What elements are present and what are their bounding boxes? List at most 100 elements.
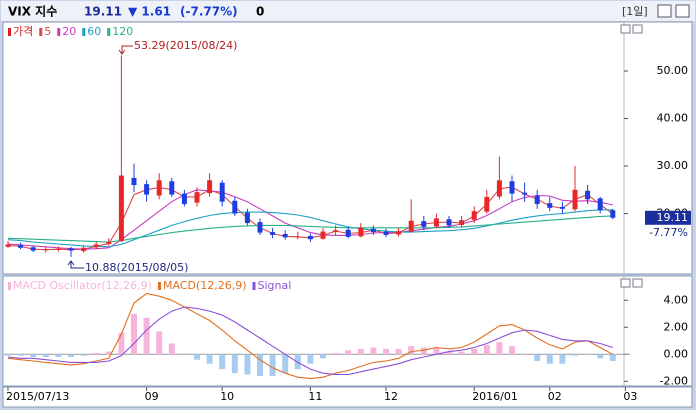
x-tick-label: 10 [220,390,234,403]
candle-body [207,180,213,194]
oscillator-bar [383,348,389,355]
candle-body [257,222,263,233]
x-tick-label: 12 [384,390,398,403]
legend-label: 120 [112,25,133,38]
annotation: 53.29(2015/08/24) [134,39,237,52]
oscillator-bar [446,351,452,355]
candle-body [181,193,187,205]
window-button[interactable] [657,4,672,18]
oscillator-bar [320,354,326,359]
oscillator-bar [131,313,137,355]
oscillator-bar [294,354,301,370]
candle-body [522,192,528,195]
oscillator-bar [534,354,541,362]
legend-swatch [107,28,111,36]
x-tick-label: 2016/01 [472,390,518,403]
x-tick-label: 11 [308,390,322,403]
legend-label: 60 [87,25,101,38]
candle-body [232,200,238,214]
candle-body [55,248,61,250]
y-tick-label: 2.00 [664,320,689,333]
candle-body [509,181,515,194]
candle-body [5,244,11,247]
legend-label: Signal [258,279,292,292]
moving-average [7,209,613,248]
y-tick-label: 50.00 [657,64,689,77]
candle-body [282,233,288,238]
panel-button[interactable] [632,24,643,34]
oscillator-bar [521,354,528,355]
candle-body [81,247,87,252]
oscillator-bar [30,354,37,357]
candle-body [459,220,465,225]
close-button[interactable] [675,4,690,18]
panel-button[interactable] [620,24,631,34]
candle-body [484,196,490,212]
legend-label: 5 [44,25,51,38]
oscillator-bar [80,354,87,356]
x-tick-label: 2015/07/13 [6,390,69,403]
y-tick-label: 40.00 [657,112,689,125]
legend-swatch [157,282,161,290]
annotation-arrow [67,260,84,269]
oscillator-bar [458,351,465,355]
period-button[interactable]: [1일] [622,4,648,18]
oscillator-bar [93,352,100,355]
candle-body [471,211,477,220]
legend-swatch [82,28,86,36]
candle-body [421,221,427,227]
oscillator-bar [206,354,213,364]
candle-body [43,249,49,251]
oscillator-bar [282,354,289,374]
legend-swatch [57,28,61,36]
panel-button[interactable] [620,278,631,288]
macd-panel [2,275,693,387]
panel-button[interactable] [632,278,643,288]
oscillator-bar [231,354,238,374]
candle-body [408,220,414,232]
oscillator-bar [609,354,616,362]
legend-swatch [8,282,11,290]
last-price: 19.11 [84,5,122,19]
candle-body [572,189,578,210]
candle-body [496,180,502,197]
candle-body [307,235,313,240]
candle-body [18,244,24,248]
legend-label: MACD Oscillator(12,26,9) [13,279,152,292]
date-axis [2,386,693,408]
candle-body [194,192,200,203]
annotation: 10.88(2015/08/05) [85,261,188,274]
oscillator-bar [509,346,515,355]
candle-body [270,232,276,235]
oscillator-bar [420,347,427,355]
legend-label: MACD(12,26,9) [163,279,247,292]
oscillator-bar [471,348,478,355]
candle-body [295,236,301,238]
candle-body [93,244,99,248]
price-change-pct: (-7.77%) [180,5,238,19]
candle-body [345,229,351,237]
oscillator-bar [5,354,11,356]
oscillator-bar [156,331,163,355]
candle-body [144,184,150,195]
oscillator-bar [483,344,490,355]
candle-body [219,182,225,202]
oscillator-bar [118,332,125,355]
price-change: ▼ 1.61 [128,5,171,19]
moving-average [7,189,613,250]
candle-body [446,219,452,226]
x-tick-label: 09 [145,390,159,403]
oscillator-bar [181,354,188,355]
candle-body [358,227,364,237]
x-tick-label: 03 [623,390,637,403]
change-label: -7.77% [649,226,688,239]
y-tick-label: 30.00 [657,159,689,172]
oscillator-bar [370,347,377,355]
candle-body [320,231,326,239]
oscillator-bar [433,347,440,355]
candle-body [383,231,389,235]
annotation-arrow [118,45,133,55]
oscillator-bar [194,354,200,360]
candle-body [118,175,124,242]
oscillator-bar [408,346,415,355]
